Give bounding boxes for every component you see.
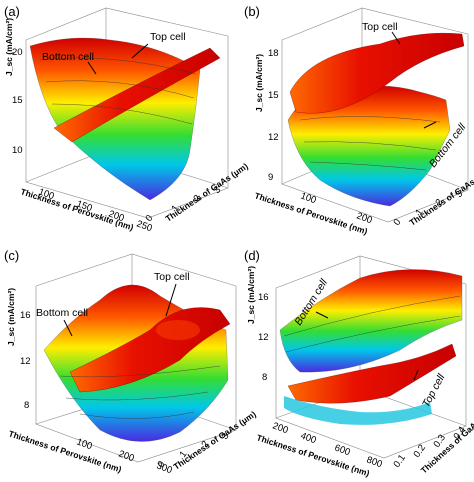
arrow-top-cell-d [413,369,419,381]
y-tick-b-1: 1 [413,207,425,218]
contours-c [59,365,221,419]
x-axis-title-a: Thickness of Perovskite (nm) [19,186,135,232]
x-tick-a-2: 200 [107,208,126,224]
x-tick-d-0: 200 [271,420,290,436]
x-tick-c-1: 200 [117,448,136,464]
y-tick-b-2: 2 [433,197,445,208]
annotation-bottom-cell-c: Bottom cell [36,307,88,319]
x-tick-b-0: 100 [299,190,318,206]
z-axis-title-d: J_sc (mA/cm²) [246,266,256,324]
z-tick-b-2: 15 [268,90,279,101]
z-tick-b-0: 9 [268,172,273,183]
z-tick-d-0: 8 [262,372,267,383]
z-axis-title-a: J_sc (mA/cm²) [4,18,14,76]
z-axis-title-c: J_sc (mA/cm²) [6,288,16,346]
y-tick-b-3: 3 [453,189,465,200]
surface-under-d [284,396,432,425]
arrow-top-cell-b [391,31,401,45]
panel-label-a: (a) [4,4,20,19]
annotation-top-cell-b: Top cell [362,21,398,33]
y-tick-a-2: 2 [191,193,203,204]
x-tick-d-3: 800 [365,454,384,470]
z-tick-a-0: 10 [12,145,23,156]
annotation-bottom-cell-a: Bottom cell [42,51,94,63]
z-tick-b-3: 18 [268,48,279,59]
y-tick-d-1: 0.2 [411,443,428,460]
z-axis-title-b: J_sc (mA/cm²) [254,54,264,112]
panel-label-c: (c) [4,248,19,263]
arrow-top-cell-a [131,43,149,59]
annotation-top-cell-d: Top cell [420,372,448,410]
contours-d [283,295,461,353]
surface-bottom-cell-d [279,269,463,373]
x-axis-title-c: Thickness of Perovskite (nm) [7,428,123,474]
arrow-bottom-cell-a [87,61,97,75]
contours-a [39,57,197,125]
z-tick-c-2: 16 [20,310,31,321]
z-tick-d-2: 16 [258,292,269,303]
x-tick-d-2: 600 [333,442,352,458]
x-tick-d-1: 400 [299,430,318,446]
y-tick-d-0: 0.1 [391,453,408,470]
panel-label-d: (d) [244,248,260,263]
panel-a: (a) 10 15 20 J_sc (mA/cm²) 100 150 200 2… [4,4,250,234]
y-tick-c-0: 0 [155,459,167,470]
panel-label-b: (b) [244,4,260,19]
y-tick-b-0: 0 [391,217,403,228]
y-tick-c-3: 3 [219,431,231,442]
arrow-bottom-cell-b [423,121,437,129]
panel-d: (d) 8 12 16 J_sc (mA/cm²) 200 400 600 80… [244,248,474,478]
panel-c: (c) 8 12 16 J_sc (mA/cm²) 100 200 300 Th… [4,248,258,476]
x-tick-c-0: 100 [75,436,94,452]
y-tick-a-0: 0 [143,213,155,224]
contours-b [299,116,441,171]
annotation-top-cell-a: Top cell [150,31,186,43]
x-tick-b-1: 200 [355,210,374,226]
z-tick-b-1: 12 [268,132,279,143]
arrow-bottom-cell-d [315,311,329,319]
x-tick-a-1: 150 [75,198,94,214]
z-tick-a-1: 15 [12,95,23,106]
annotation-top-cell-c: Top cell [154,271,190,283]
y-tick-a-3: 3 [211,185,223,196]
panel-b: (b) 9 12 15 18 J_sc (mA/cm²) 100 200 Thi… [244,4,474,236]
x-tick-c-2: 300 [155,460,174,476]
y-tick-a-1: 1 [169,203,181,214]
z-tick-c-1: 12 [20,356,31,367]
z-tick-c-0: 8 [24,400,29,411]
x-tick-a-0: 100 [37,186,56,202]
arrow-top-cell-c [165,283,177,317]
surface-top-cell-a [53,47,221,143]
y-tick-c-1: 1 [177,449,189,460]
z-tick-a-2: 20 [12,47,23,58]
top-cell-peak-c [156,320,200,340]
arrow-bottom-cell-c [63,319,73,337]
y-tick-c-2: 2 [199,439,211,450]
surface-top-cell-b [289,32,465,114]
x-tick-a-3: 250 [135,218,154,234]
z-tick-d-1: 12 [258,332,269,343]
surface-top-cell-d [287,343,457,404]
